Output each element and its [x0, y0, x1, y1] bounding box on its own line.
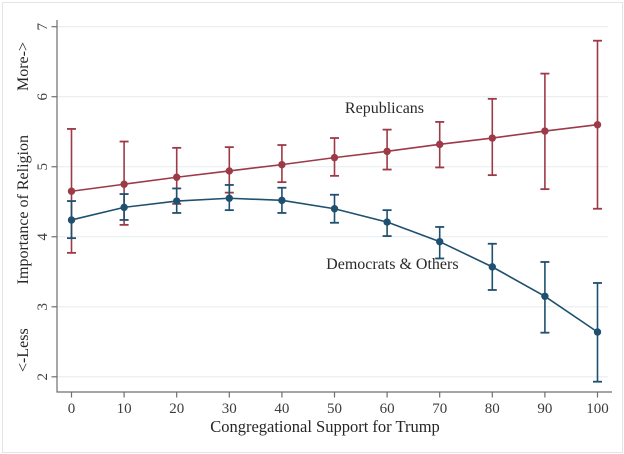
data-point	[488, 134, 496, 142]
x-tick-label-0: 0	[68, 401, 76, 417]
data-point	[278, 196, 286, 205]
data-point	[330, 205, 339, 213]
y-axis-title-text: Importance of Religion	[15, 135, 32, 285]
series-democrats	[67, 184, 602, 383]
x-tick-label-70: 70	[432, 401, 447, 417]
x-tick-label-100: 100	[586, 401, 609, 417]
data-point	[593, 328, 602, 336]
x-tick-label-90: 90	[537, 401, 552, 417]
series-label-republicans: Republicans	[344, 100, 425, 118]
x-tick-label-20: 20	[169, 401, 184, 417]
data-point	[173, 173, 181, 181]
y-axis-less-hint: <-Less	[15, 328, 32, 372]
y-tick-label-3: 3	[35, 303, 51, 311]
series-label-democrats: Democrats & Others	[326, 255, 459, 273]
y-axis-title: <-Less Importance of Religion More->	[13, 42, 35, 372]
data-point	[120, 180, 128, 188]
data-point	[541, 127, 549, 135]
x-axis-title: Congregational Support for Trump	[210, 416, 440, 436]
data-point	[488, 263, 496, 271]
x-tick-label-40: 40	[274, 401, 289, 417]
y-tick-label-6: 6	[35, 92, 51, 100]
data-point	[436, 140, 444, 149]
y-tick-label-4: 4	[35, 233, 51, 241]
data-point	[436, 237, 444, 246]
y-tick-label-2: 2	[35, 373, 51, 381]
x-tick-label-50: 50	[327, 401, 342, 417]
data-point	[225, 167, 233, 175]
data-point	[383, 218, 391, 226]
data-point	[593, 121, 602, 129]
x-tick-label-10: 10	[117, 401, 132, 417]
data-point	[383, 147, 391, 156]
data-point	[67, 216, 76, 224]
data-point	[278, 160, 286, 169]
y-tick-label-5: 5	[35, 163, 51, 171]
data-point	[225, 194, 233, 202]
data-point	[67, 187, 76, 195]
data-point	[330, 153, 339, 162]
x-tick-label-30: 30	[222, 401, 237, 417]
x-tick-label-60: 60	[380, 401, 395, 417]
data-point	[173, 197, 181, 205]
data-point	[541, 292, 549, 300]
x-tick-label-80: 80	[485, 401, 500, 417]
y-tick-label-7: 7	[35, 22, 51, 30]
y-axis-more-hint: More->	[15, 42, 32, 92]
data-point	[120, 203, 128, 212]
